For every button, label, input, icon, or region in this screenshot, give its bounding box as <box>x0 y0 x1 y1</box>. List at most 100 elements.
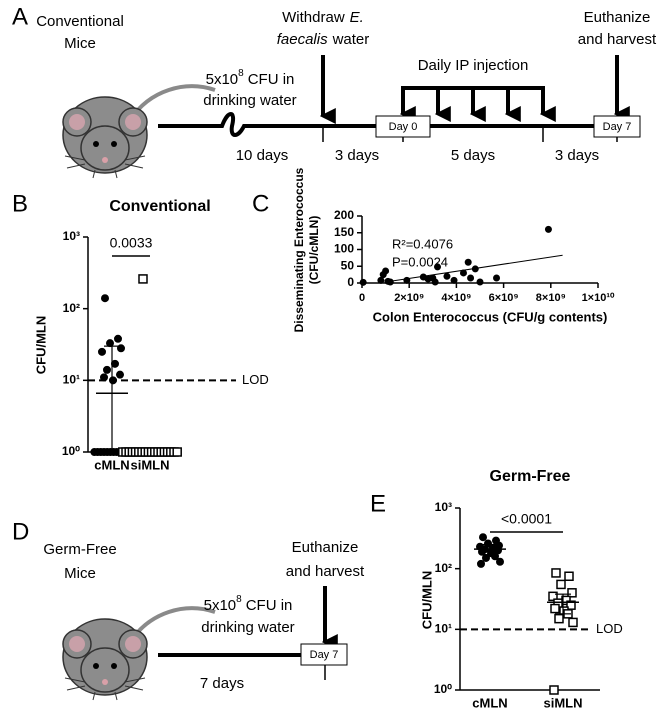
y-tick-label: 10¹ <box>63 373 80 387</box>
panel-e: E 10⁰ 10¹ 10² 10³ Germ-Free CFU/MLN cMLN siMLN LO… <box>370 468 623 710</box>
y-tick-label: 10³ <box>63 229 80 243</box>
y-tick-label: 100 <box>334 242 354 256</box>
point <box>403 276 411 284</box>
chart-title: Conventional <box>109 198 210 215</box>
panel-b: B 10⁰ 10¹ 10² 10³ Conventional CFU/MLN cMLN siML… <box>12 190 269 472</box>
y-tick-label: 10⁰ <box>62 444 80 458</box>
point <box>443 272 451 280</box>
day-box <box>375 115 431 138</box>
x-tick-label: cMLN <box>472 695 507 710</box>
point <box>101 294 109 303</box>
point <box>556 579 566 590</box>
point <box>386 278 394 286</box>
point <box>548 591 558 602</box>
point <box>382 267 390 275</box>
x-axis-label: Colon Enterococcus (CFU/g contents) <box>373 309 608 324</box>
x-tick-label: 4×10⁹ <box>441 292 471 304</box>
y-axis-label: CFU/MLN <box>33 316 48 375</box>
injection-arrows <box>399 88 556 122</box>
point <box>479 533 487 542</box>
day-box <box>300 643 348 666</box>
point <box>482 553 490 562</box>
interval: 10 days <box>236 147 289 164</box>
point <box>431 278 439 286</box>
comparison-label: <0.0001 <box>501 511 552 527</box>
point <box>550 603 560 614</box>
point <box>434 263 442 271</box>
x-tick-label: siMLN <box>544 695 583 710</box>
x-tick-label: 1×10¹⁰ <box>582 292 615 304</box>
day-label: Day 7 <box>310 649 339 661</box>
point <box>471 265 479 273</box>
point <box>476 278 484 286</box>
comparison-label: 0.0033 <box>110 235 153 251</box>
withdraw: Withdraw E. <box>282 9 364 26</box>
panel-d: D Germ-Free Mice 5x108 CFU in drinking wa… <box>12 518 365 702</box>
y-tick-label: 150 <box>334 225 354 239</box>
injection: Daily IP injection <box>418 57 529 74</box>
interval: 5 days <box>451 147 495 164</box>
y-tick-label: 10³ <box>435 500 452 514</box>
y-tick-label: 10² <box>63 301 80 315</box>
day-box <box>593 115 641 138</box>
point <box>103 365 111 374</box>
point <box>551 568 561 578</box>
y-tick-label: 10² <box>435 561 452 575</box>
point <box>464 258 472 266</box>
day-label: Day 0 <box>389 121 418 133</box>
point <box>554 613 564 624</box>
point <box>564 571 574 581</box>
subject: Mice <box>64 35 96 52</box>
withdraw: faecalis water <box>277 31 370 48</box>
y-tick-label: 10⁰ <box>434 682 452 696</box>
point <box>359 278 367 286</box>
subject: Mice <box>64 565 96 582</box>
end: and harvest <box>578 31 657 48</box>
point <box>568 617 578 628</box>
point <box>496 557 504 566</box>
annotation: P=0.0024 <box>392 254 448 269</box>
x-tick-label: 0 <box>359 292 365 304</box>
y-tick-label: 50 <box>341 258 355 272</box>
point <box>567 588 577 598</box>
y-tick-label: 0 <box>347 275 354 289</box>
interval: 7 days <box>200 675 244 692</box>
point <box>477 559 485 568</box>
y-axis-label: CFU/MLN <box>419 571 434 630</box>
panel-letter: E <box>370 490 386 517</box>
point <box>116 370 124 379</box>
y-tick-label: 200 <box>334 208 354 222</box>
end: Euthanize <box>584 9 651 26</box>
point <box>549 685 559 695</box>
subject: Germ-Free <box>43 541 116 558</box>
point <box>114 334 122 343</box>
y-axis-label: (CFU/cMLN) <box>307 216 321 285</box>
point <box>98 347 106 356</box>
ticks <box>322 126 618 142</box>
x-tick-label: 6×10⁹ <box>489 292 519 304</box>
dose: 5x108 CFU in <box>204 594 293 614</box>
end: and harvest <box>286 563 365 580</box>
panel-letter: C <box>252 190 269 217</box>
timeline <box>158 112 612 137</box>
end: Euthanize <box>292 539 359 556</box>
point <box>467 274 475 282</box>
reference-label: LOD <box>596 621 623 636</box>
day-label: Day 7 <box>603 121 632 133</box>
point <box>459 269 467 277</box>
point <box>544 225 552 233</box>
panel-letter: D <box>12 518 29 545</box>
point <box>450 276 458 284</box>
x-tick-label: 2×10⁹ <box>394 292 424 304</box>
point <box>493 274 501 282</box>
point <box>138 274 148 284</box>
annotation: R²=0.4076 <box>392 236 453 251</box>
point <box>377 276 385 284</box>
point <box>172 447 182 457</box>
x-tick-label: 8×10⁹ <box>536 292 566 304</box>
panel-c: C 0 50 100 150 200 0 2×10⁹ 4×10⁹ 6×10⁹ 8×10⁹ 1×10¹⁰… <box>252 167 615 332</box>
panel-letter: A <box>12 3 28 30</box>
panel-a: A Conventional Mice 5x108 CFU in drinking… <box>12 3 657 180</box>
